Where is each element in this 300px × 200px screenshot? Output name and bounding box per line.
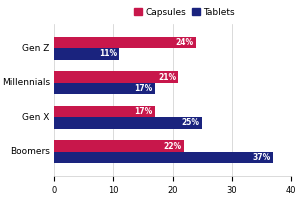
Text: 21%: 21% xyxy=(158,73,176,82)
Text: 24%: 24% xyxy=(176,38,194,47)
Bar xyxy=(54,152,273,163)
Bar xyxy=(54,117,202,129)
Bar xyxy=(54,71,178,83)
Legend: Capsules, Tablets: Capsules, Tablets xyxy=(130,4,238,20)
Bar xyxy=(54,48,119,60)
Text: 37%: 37% xyxy=(253,153,271,162)
Bar xyxy=(54,106,155,117)
Bar xyxy=(54,83,155,94)
Text: 17%: 17% xyxy=(134,84,152,93)
Text: 22%: 22% xyxy=(164,142,182,151)
Bar xyxy=(54,37,196,48)
Text: 25%: 25% xyxy=(182,118,200,127)
Text: 17%: 17% xyxy=(134,107,152,116)
Text: 11%: 11% xyxy=(99,49,117,58)
Bar xyxy=(54,140,184,152)
